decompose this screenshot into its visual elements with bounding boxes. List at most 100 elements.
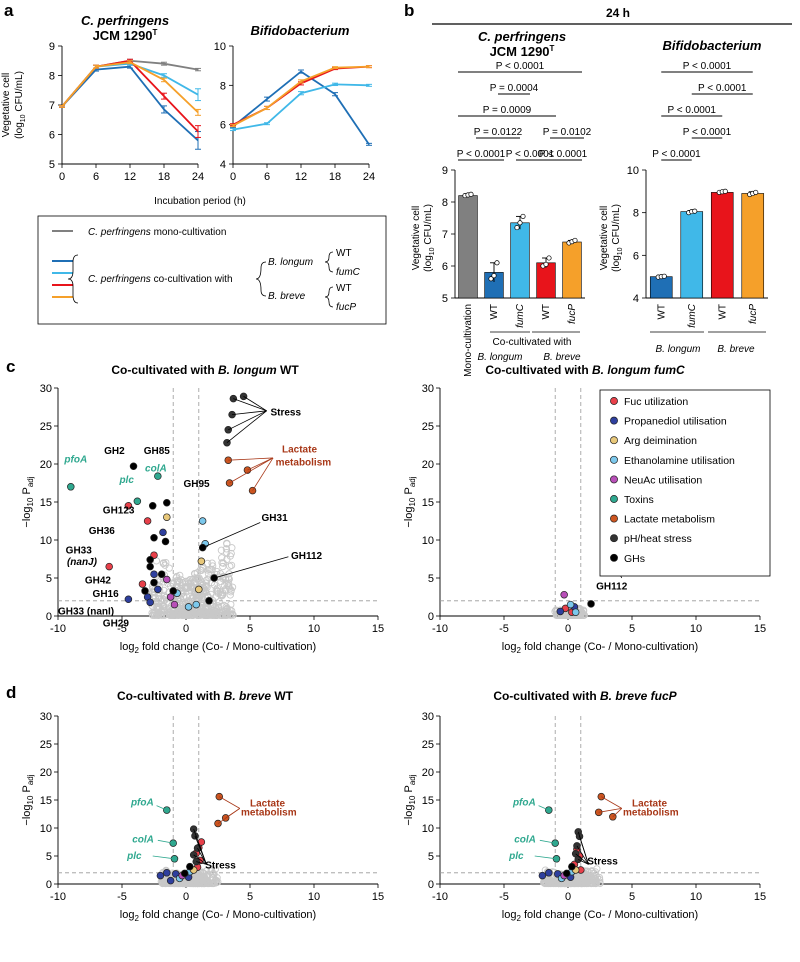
y-tick-label: 20 <box>40 767 52 779</box>
highlight-point <box>146 562 154 571</box>
leader-line <box>202 522 261 548</box>
annotation-label: GH95 <box>183 479 210 490</box>
gene-point <box>164 608 173 617</box>
gene-point <box>173 578 181 586</box>
gene-point <box>196 609 204 617</box>
highlight-point <box>192 600 200 609</box>
d-left-volcano: 0 5 10 15 20 25 30 -10 -5 0 5 10 15 pfoA colA plc Stress… <box>21 711 384 923</box>
highlight-point <box>170 600 179 609</box>
b2-ylabel-line1: Vegetative cell <box>599 206 610 271</box>
volcano-legend: Fuc utilization Propanediol utilisation Ar… <box>599 389 771 577</box>
x-tick-label: 15 <box>372 891 384 903</box>
gene-point <box>213 567 221 576</box>
gene-point <box>160 591 168 600</box>
leader-line <box>214 556 289 579</box>
panel-label-d: d <box>6 683 16 702</box>
replicate-point <box>491 273 497 279</box>
gene-point <box>213 584 222 592</box>
gene-point <box>213 878 221 887</box>
annotation-label: Stress <box>270 407 301 418</box>
annotation-label: GH29 <box>103 619 130 630</box>
gene-point <box>212 611 221 619</box>
y-tick-label: 7 <box>442 229 448 241</box>
replicate-point <box>543 261 549 267</box>
leader-line <box>534 855 557 860</box>
gene-point <box>584 879 592 888</box>
highlight-point <box>195 585 203 594</box>
b-left-group-breve: B. breve <box>543 352 581 363</box>
y-tick-label: 5 <box>49 159 55 171</box>
highlight-point <box>568 862 576 871</box>
x-tick-label: WT <box>489 304 500 320</box>
highlight-point <box>141 587 149 595</box>
leader-line <box>601 796 622 809</box>
y-tick-label: 20 <box>422 459 434 471</box>
panel-label-c: c <box>6 357 15 376</box>
p-value-label: P < 0.0001 <box>668 105 717 116</box>
highlight-point <box>166 876 175 885</box>
leader-line <box>579 836 589 865</box>
y-tick-label: 0 <box>428 611 434 623</box>
gene-point <box>587 879 596 888</box>
annotation-label: GH33 <box>66 546 93 557</box>
annotation-label: colA <box>145 464 167 475</box>
y-tick-label: 25 <box>40 421 52 433</box>
y-tick-label: 25 <box>422 739 434 751</box>
x-tick-label: Mono-cultivation <box>463 304 474 377</box>
y-tick-label: 8 <box>442 197 448 209</box>
legend-box <box>599 389 771 577</box>
y-tick-label: 6 <box>220 120 226 132</box>
y-tick-label: 6 <box>49 130 55 142</box>
gene-point <box>223 540 231 548</box>
legend-swatch <box>610 495 618 503</box>
gene-point <box>198 874 206 883</box>
gene-point <box>595 876 604 884</box>
y-tick-label: 10 <box>422 535 434 547</box>
gene-point <box>185 611 193 619</box>
y-tick-label: 4 <box>220 159 226 171</box>
x-tick-label: 24 <box>192 171 204 183</box>
gene-point <box>228 544 236 552</box>
b-left-chart: 5 6 7 8 9 Mono-cultivation WT fumC WT fucP P < 0.0… <box>442 61 592 377</box>
x-tick-label: fucP <box>748 304 759 324</box>
legend-swatch <box>610 416 618 425</box>
annotation-label: (nanJ) <box>67 557 98 568</box>
x-tick-label: 12 <box>295 171 307 183</box>
gene-point <box>222 545 231 553</box>
leader-line <box>219 796 240 809</box>
gene-point <box>165 564 173 572</box>
highlight-point <box>159 528 167 537</box>
x-tick-label: 5 <box>247 891 253 903</box>
x-axis-title: log2 fold change (Co- / Mono-cultivation… <box>120 909 316 923</box>
highlight-point <box>169 587 177 595</box>
x-tick-label: -5 <box>499 891 509 903</box>
leader-line <box>576 845 589 865</box>
replicate-point <box>753 189 759 195</box>
legend-label: Fuc utilization <box>624 396 688 408</box>
annotation-label: plc <box>118 475 134 486</box>
replicate-point <box>468 191 474 197</box>
x-tick-label: 0 <box>183 623 189 635</box>
x-tick-label: 6 <box>93 171 99 183</box>
b-ylabel-line1: Vegetative cell <box>411 206 422 271</box>
replicate-point <box>517 220 523 226</box>
replicate-point <box>692 208 698 214</box>
leader-line <box>217 808 240 824</box>
leader-line <box>156 805 167 811</box>
leader-line <box>575 853 589 865</box>
legend-label: Lactate metabolism <box>624 514 715 526</box>
legend-swatch <box>610 475 618 484</box>
leader-line <box>226 410 267 444</box>
gene-point <box>163 598 171 606</box>
b-left-title-line2: JCM 1290T <box>490 44 555 59</box>
y-tick-label: 4 <box>633 293 639 305</box>
y-tick-label: 20 <box>40 459 52 471</box>
bar <box>562 241 582 299</box>
legend-fucP: fucP <box>336 302 356 313</box>
gene-point <box>579 611 587 619</box>
gene-point <box>188 611 197 619</box>
y-tick-label: 6 <box>633 250 639 262</box>
annotation-label: plc <box>508 851 524 862</box>
highlight-point <box>124 595 133 604</box>
